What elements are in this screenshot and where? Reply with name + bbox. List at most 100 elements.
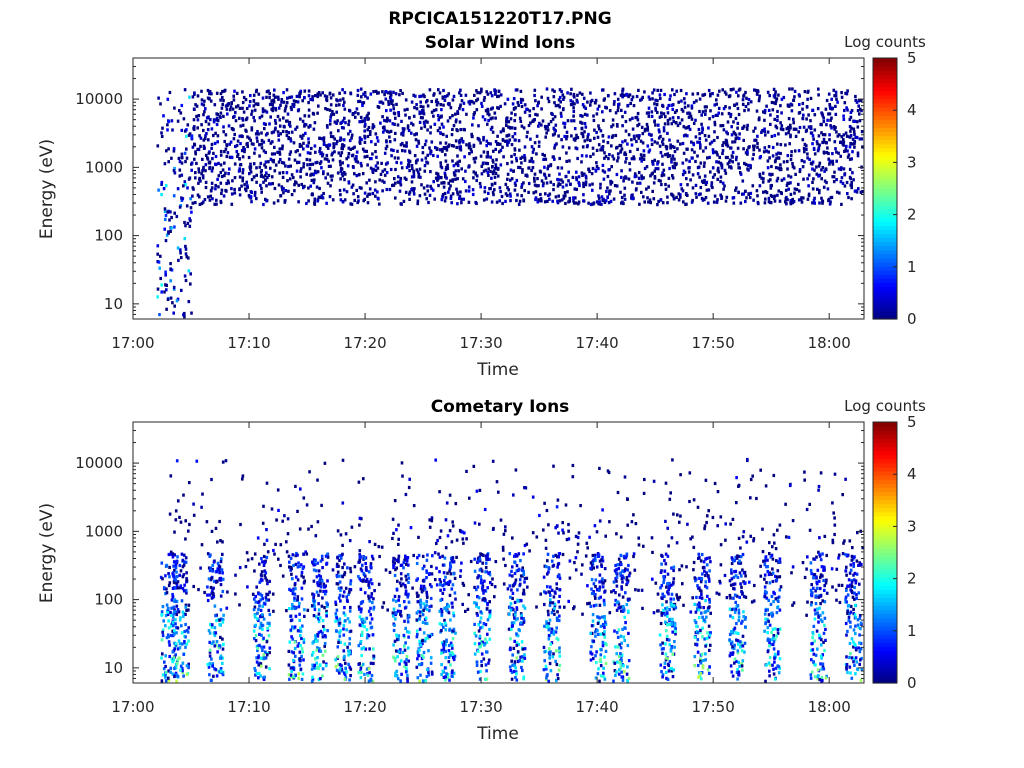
heatmap-cell [692, 121, 696, 125]
heatmap-cell [357, 480, 361, 484]
heatmap-cell [176, 608, 180, 612]
heatmap-cell [435, 171, 438, 175]
heatmap-cell [581, 92, 584, 96]
heatmap-cell [325, 614, 328, 618]
heatmap-cell [582, 193, 585, 197]
heatmap-cell [567, 179, 570, 183]
heatmap-cell [719, 180, 722, 184]
heatmap-cell [771, 154, 775, 158]
heatmap-cell [243, 183, 246, 187]
heatmap-cell [657, 123, 660, 127]
heatmap-cell [780, 124, 784, 128]
heatmap-cell [266, 550, 270, 554]
heatmap-cell [515, 159, 518, 163]
heatmap-cell [305, 552, 309, 556]
heatmap-cell [281, 574, 285, 578]
heatmap-cell [801, 561, 805, 565]
heatmap-cell [751, 474, 754, 478]
heatmap-cell [210, 678, 213, 682]
heatmap-cell [773, 199, 777, 203]
heatmap-cell [290, 130, 294, 134]
heatmap-cell [216, 119, 220, 123]
heatmap-cell [339, 153, 342, 158]
heatmap-cell [209, 118, 212, 122]
heatmap-cell [641, 141, 645, 145]
heatmap-cell [787, 125, 790, 129]
heatmap-cell [780, 97, 784, 101]
heatmap-cell [447, 582, 451, 586]
heatmap-cell [294, 99, 298, 104]
heatmap-cell [322, 589, 325, 594]
heatmap-cell [516, 193, 519, 197]
heatmap-cell [392, 107, 395, 111]
heatmap-cell [337, 623, 341, 627]
heatmap-cell [382, 130, 385, 134]
heatmap-cell [515, 178, 519, 183]
heatmap-cell [448, 593, 452, 597]
heatmap-cell [728, 160, 731, 164]
heatmap-cell [262, 563, 266, 567]
heatmap-cell [525, 576, 529, 580]
heatmap-cell [300, 182, 303, 187]
colorbar-swatch [873, 253, 897, 259]
heatmap-cell [430, 519, 434, 523]
heatmap-cell [189, 219, 192, 223]
heatmap-cell [414, 138, 418, 142]
heatmap-cell [311, 675, 314, 679]
heatmap-cell [218, 644, 221, 648]
heatmap-cell [222, 99, 225, 103]
heatmap-cell [258, 562, 261, 566]
heatmap-cell [567, 170, 570, 174]
heatmap-cell [191, 201, 195, 205]
heatmap-cell [176, 119, 180, 123]
heatmap-cell [368, 187, 372, 191]
heatmap-cell [195, 114, 198, 118]
heatmap-cell [199, 136, 203, 140]
heatmap-cell [257, 132, 260, 136]
heatmap-cell [186, 123, 190, 127]
heatmap-cell [257, 676, 260, 680]
heatmap-cell [421, 145, 425, 150]
heatmap-cell [307, 89, 311, 93]
heatmap-cell [743, 161, 746, 165]
heatmap-cell [195, 104, 199, 108]
heatmap-cell [722, 107, 726, 111]
heatmap-cell [677, 198, 681, 202]
heatmap-cell [489, 169, 492, 173]
heatmap-cell [454, 112, 457, 116]
heatmap-cell [289, 124, 292, 128]
heatmap-cell [839, 180, 843, 184]
heatmap-cell [315, 160, 319, 164]
heatmap-cell [325, 561, 329, 565]
heatmap-cell [208, 648, 212, 652]
heatmap-cell [216, 134, 220, 138]
heatmap-cell [602, 177, 606, 181]
heatmap-cell [642, 176, 645, 180]
heatmap-cell [337, 129, 340, 133]
heatmap-cell [426, 189, 430, 193]
heatmap-cell [576, 156, 579, 161]
heatmap-cell [175, 631, 178, 635]
heatmap-cell [791, 197, 794, 202]
heatmap-cell [485, 139, 489, 143]
heatmap-cell [823, 140, 826, 144]
heatmap-cell [675, 89, 678, 93]
heatmap-cell [282, 191, 285, 195]
heatmap-cell [180, 631, 184, 635]
heatmap-cell [654, 581, 658, 585]
heatmap-cell [393, 561, 397, 565]
heatmap-cell [565, 135, 569, 139]
heatmap-cell [446, 166, 450, 170]
heatmap-cell [238, 566, 242, 570]
colorbar-swatch [873, 274, 897, 279]
heatmap-cell [520, 161, 523, 165]
heatmap-cell [638, 134, 641, 138]
heatmap-cell [462, 127, 465, 132]
heatmap-cell [595, 164, 599, 169]
heatmap-cell [184, 588, 188, 593]
heatmap-cell [241, 134, 244, 139]
heatmap-cell [487, 173, 490, 177]
heatmap-cell [209, 622, 212, 627]
heatmap-cell [325, 95, 329, 99]
heatmap-cell [359, 161, 363, 166]
